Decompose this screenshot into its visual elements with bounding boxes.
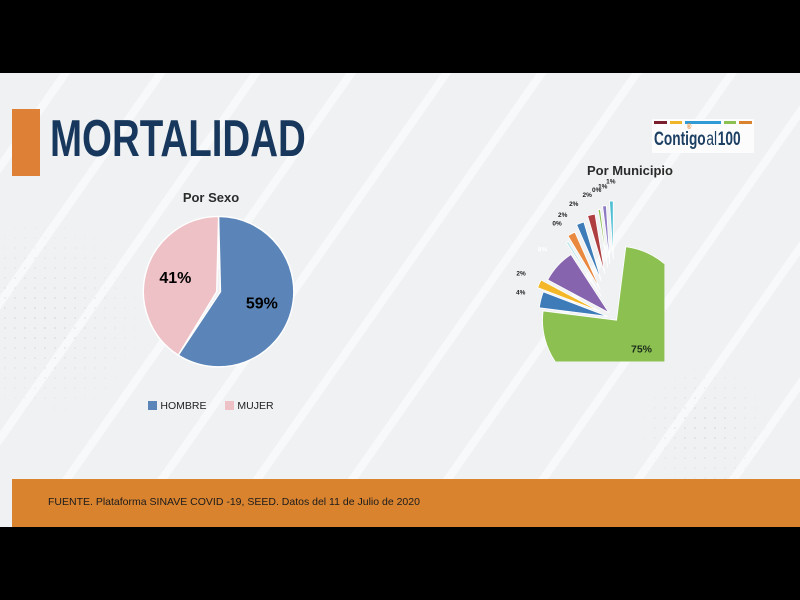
svg-text:2%: 2% bbox=[516, 270, 526, 277]
svg-text:2%: 2% bbox=[558, 212, 568, 219]
svg-text:2%: 2% bbox=[582, 192, 592, 199]
svg-text:75%: 75% bbox=[631, 344, 653, 355]
svg-text:0%: 0% bbox=[552, 221, 562, 228]
svg-text:59%: 59% bbox=[246, 296, 278, 313]
svg-text:41%: 41% bbox=[159, 270, 191, 287]
svg-text:0%: 0% bbox=[592, 187, 602, 194]
svg-text:4%: 4% bbox=[516, 290, 526, 297]
svg-text:2%: 2% bbox=[569, 201, 579, 208]
svg-text:1%: 1% bbox=[606, 178, 616, 185]
svg-text:8%: 8% bbox=[538, 247, 548, 254]
